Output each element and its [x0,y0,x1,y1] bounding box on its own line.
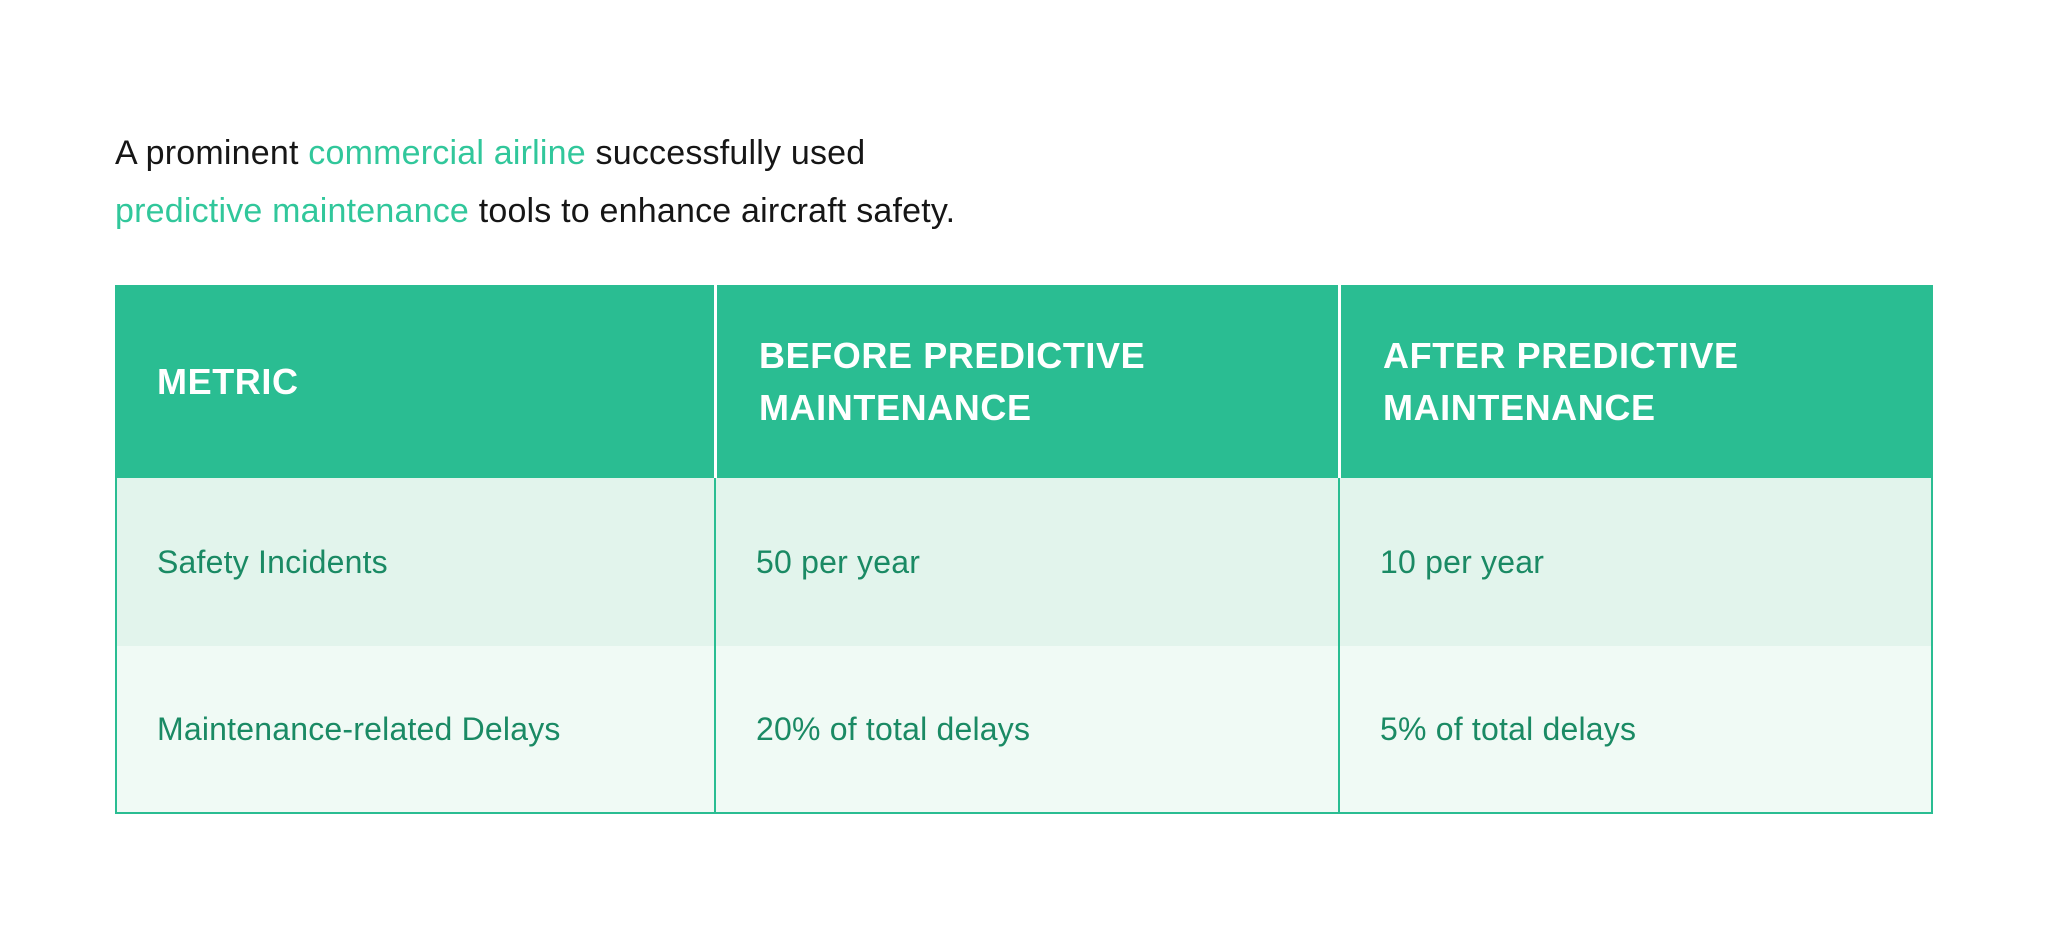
header-cell-metric: METRIC [115,285,714,478]
table-header-row: METRIC BEFORE PREDICTIVE MAINTENANCE AFT… [115,285,1933,478]
after-value-cell: 10 per year [1338,478,1931,646]
intro-paragraph: A prominent commercial airline successfu… [115,124,1515,240]
header-cell-after-predictive-maintenance: AFTER PREDICTIVE MAINTENANCE [1338,285,1933,478]
comparison-table: METRIC BEFORE PREDICTIVE MAINTENANCE AFT… [115,285,1933,814]
before-value-cell: 20% of total delays [714,646,1338,812]
table-row-safety-incidents: Safety Incidents 50 per year 10 per year [117,478,1931,646]
intro-line1-text-start: A prominent [115,134,309,172]
metric-cell: Safety Incidents [117,478,714,646]
intro-line-1: A prominent commercial airline successfu… [115,124,1515,182]
intro-accent-predictive-maintenance: predictive maintenance [115,192,470,230]
header-label: AFTER PREDICTIVE MAINTENANCE [1383,334,1739,428]
after-value-cell: 5% of total delays [1338,646,1931,812]
header-label: BEFORE PREDICTIVE MAINTENANCE [759,334,1146,428]
cell-text: 50 per year [756,543,921,580]
intro-line1-text-end: successfully used [585,134,866,172]
cell-text: Maintenance-related Delays [157,710,561,747]
intro-line2-text-end: tools to enhance aircraft safety. [469,192,956,230]
intro-accent-commercial-airline: commercial airline [308,134,586,172]
cell-text: 5% of total delays [1380,710,1637,747]
header-cell-before-predictive-maintenance: BEFORE PREDICTIVE MAINTENANCE [714,285,1338,478]
cell-text: 20% of total delays [756,710,1031,747]
table-body: Safety Incidents 50 per year 10 per year… [115,478,1933,814]
before-value-cell: 50 per year [714,478,1338,646]
intro-line-2: predictive maintenance tools to enhance … [115,182,1515,240]
cell-text: 10 per year [1380,543,1545,580]
cell-text: Safety Incidents [157,543,388,580]
table-row-maintenance-related-delays: Maintenance-related Delays 20% of total … [117,646,1931,812]
header-label: METRIC [157,360,299,402]
metric-cell: Maintenance-related Delays [117,646,714,812]
